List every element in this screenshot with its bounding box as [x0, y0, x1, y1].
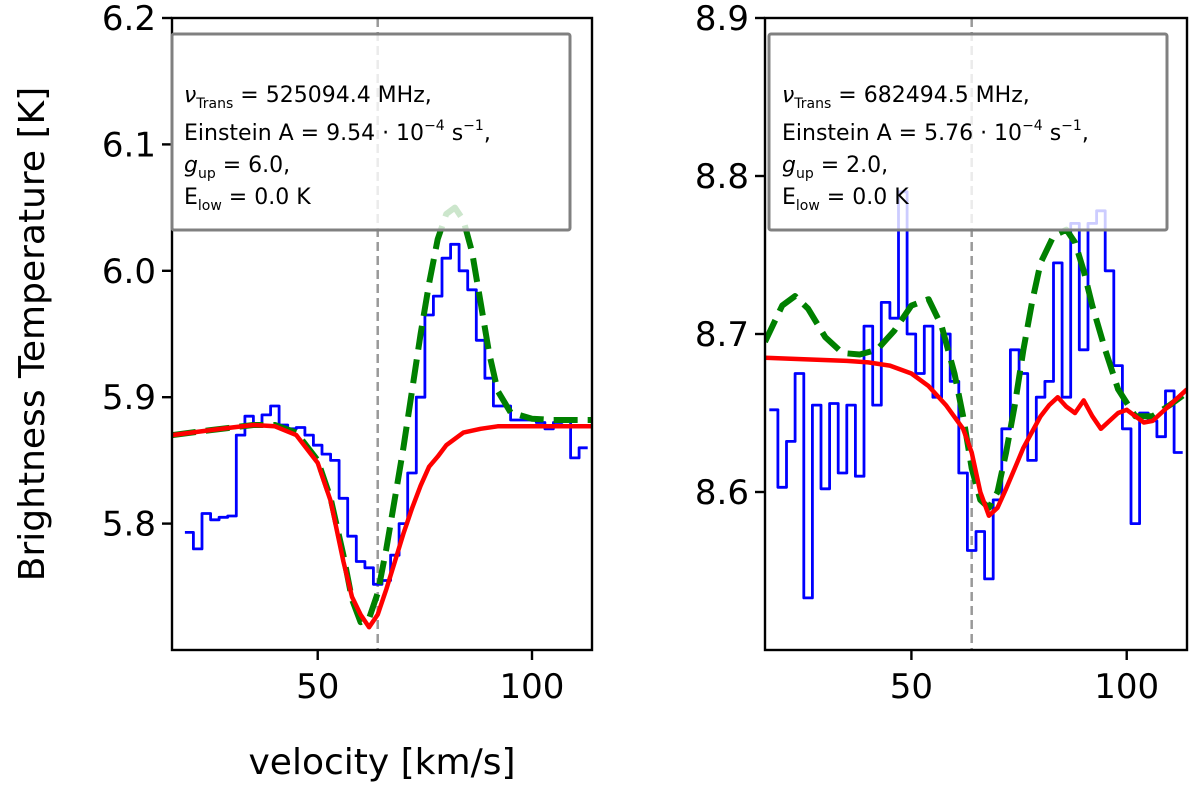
left-annotation-line4: Elow = 0.0 K — [184, 185, 311, 214]
left-series-model — [172, 422, 592, 630]
right-annotation-line3: gup = 2.0, — [782, 153, 888, 182]
right-xtick-label: 100 — [1094, 667, 1159, 707]
right-series-fit — [765, 226, 1187, 511]
x-axis-label: velocity [km/s] — [248, 742, 515, 783]
right-ytick-label: 8.6 — [695, 473, 749, 513]
left-annotation-line2: Einstein A = 9.54 · 10−4 s−1, — [184, 118, 491, 146]
left-annotation-line1: νTrans = 525094.4 MHz, — [184, 83, 432, 112]
y-axis-label: Brightness Temperature [K] — [12, 87, 53, 581]
left-ytick-label: 6.2 — [102, 0, 156, 39]
left-ytick-label: 5.9 — [102, 378, 156, 418]
right-series-observed — [769, 190, 1183, 600]
right-series-model — [765, 355, 1187, 518]
right-panel: 8.6 8.7 8.8 8.9 50 100 νTrans = 682494.5 MHz,… — [695, 0, 1189, 707]
right-annotation-line2: Einstein A = 5.76 · 10−4 s−1, — [782, 118, 1089, 146]
right-annotation-frame — [767, 32, 1169, 232]
left-annotation-frame — [170, 32, 572, 232]
right-ytick-label: 8.8 — [695, 157, 749, 197]
right-annotation-line4: Elow = 0.0 K — [782, 185, 909, 214]
left-xtick-label: 50 — [296, 667, 339, 707]
left-xtick-label: 100 — [500, 667, 565, 707]
right-annotation-box: νTrans = 682494.5 MHz, Einstein A = 5.76… — [767, 32, 1169, 232]
left-ytick-label: 6.0 — [102, 252, 156, 292]
left-ytick-label: 6.1 — [102, 125, 156, 165]
left-plot-frame — [170, 16, 594, 652]
left-panel: 5.8 5.9 6.0 6.1 6.2 50 100 νTrans = 525094.4 M… — [12, 0, 594, 783]
right-xtick-label: 50 — [890, 667, 933, 707]
left-ytick-label: 5.8 — [102, 505, 156, 545]
right-ytick-label: 8.7 — [695, 315, 749, 355]
left-series-layer — [172, 204, 592, 630]
right-ytick-label: 8.9 — [695, 0, 749, 39]
right-series-layer — [765, 190, 1187, 600]
left-annotation-line3: gup = 6.0, — [184, 153, 290, 182]
right-annotation-line1: νTrans = 682494.5 MHz, — [782, 83, 1030, 112]
right-ticks-layer: 8.6 8.7 8.8 8.9 50 100 — [695, 0, 1159, 707]
left-annotation-box: νTrans = 525094.4 MHz, Einstein A = 9.54… — [170, 32, 572, 232]
left-ticks-layer: 5.8 5.9 6.0 6.1 6.2 50 100 — [102, 0, 565, 707]
